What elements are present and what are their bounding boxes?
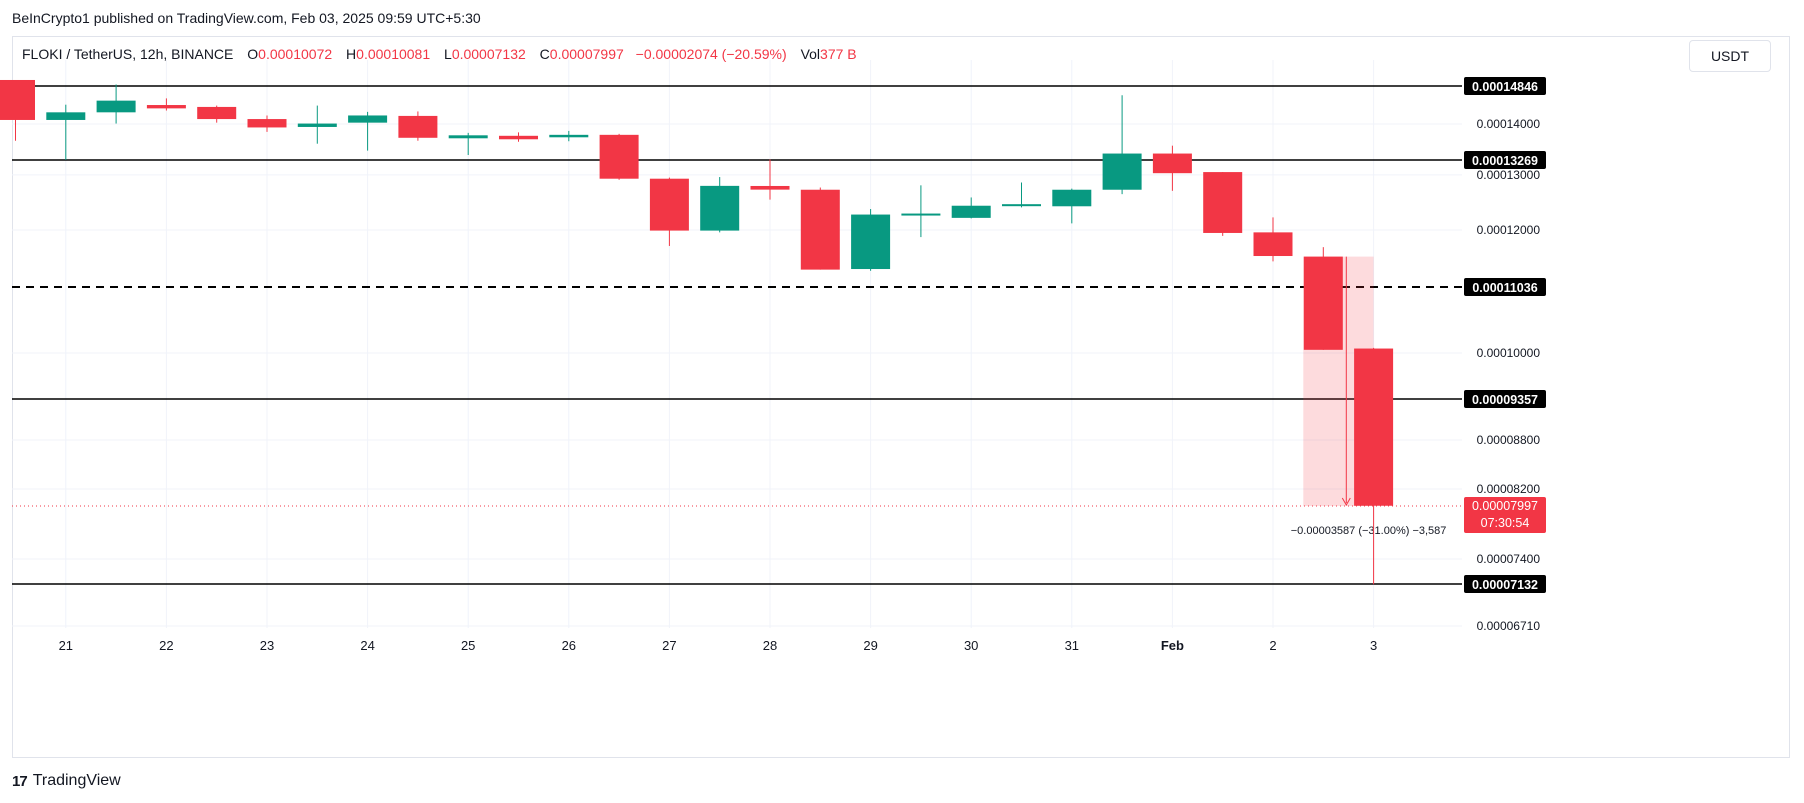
last-price-badge	[1464, 497, 1546, 533]
time-tick-label: 3	[1370, 638, 1377, 653]
candle-body	[901, 213, 941, 216]
candle-body	[398, 115, 438, 138]
time-tick-label: Feb	[1161, 638, 1184, 653]
candle-body	[348, 115, 388, 123]
level-price-label: 0.00007132	[1472, 578, 1538, 592]
candle-body	[1102, 153, 1142, 190]
price-tick-label: 0.00010000	[1477, 346, 1541, 360]
price-tick-label: 0.00008200	[1477, 482, 1541, 496]
candle-body	[599, 134, 639, 179]
time-tick-label: 29	[863, 638, 877, 653]
candle-body	[1303, 256, 1343, 350]
time-tick-label: 26	[562, 638, 576, 653]
candle-body	[1002, 204, 1041, 207]
symbol-legend: FLOKI / TetherUS, 12h, BINANCE O0.000100…	[22, 46, 857, 62]
high-value: 0.00010081	[356, 46, 431, 62]
volume-label: Vol	[800, 46, 821, 62]
chart-frame	[12, 36, 1790, 758]
candle-body	[1052, 189, 1092, 207]
price-tick-label: 0.00007400	[1477, 552, 1541, 566]
candle-body	[549, 134, 589, 138]
level-price-label: 0.00011036	[1472, 281, 1537, 295]
time-tick-label: 24	[360, 638, 374, 653]
grid	[12, 60, 1462, 628]
tradingview-logo-icon: 17	[12, 772, 28, 790]
candles	[0, 79, 1394, 585]
candle-body	[800, 189, 840, 270]
price-tick-label: 0.00008800	[1477, 433, 1541, 447]
candle-body	[649, 178, 689, 231]
bar-countdown-label: 07:30:54	[1481, 516, 1530, 530]
volume-value: 377 B	[820, 46, 857, 62]
candle-body	[750, 185, 790, 190]
brand-name: TradingView	[32, 772, 121, 789]
candle-body	[46, 112, 86, 120]
low-label: L	[444, 46, 452, 62]
level-price-label: 0.00014846	[1472, 80, 1538, 94]
time-axis: 21 22 23 24 25 26 27 28 29 30 31 Feb 2 3	[59, 638, 1378, 653]
brand: 17 TradingView	[12, 772, 121, 790]
time-tick-label: 31	[1065, 638, 1079, 653]
candle-body	[1203, 172, 1243, 233]
open-label: O	[247, 46, 259, 62]
level-price-badge	[1464, 390, 1546, 408]
time-tick-label: 25	[461, 638, 475, 653]
candle-body	[1354, 348, 1394, 506]
currency-button[interactable]: USDT	[1689, 40, 1771, 72]
candle-body	[146, 105, 186, 109]
time-tick-label: 28	[763, 638, 777, 653]
candle-body	[499, 135, 538, 140]
level-price-badge	[1464, 77, 1546, 95]
candle-body	[197, 106, 237, 120]
price-tick-label: 0.00006710	[1477, 619, 1541, 633]
measure-tool: −0.00003587 (−31.00%) −3,587	[12, 256, 1462, 537]
last-price-label: 0.00007997	[1472, 499, 1538, 513]
open-value: 0.00010072	[258, 46, 333, 62]
level-price-badge	[1464, 151, 1546, 169]
high-label: H	[346, 46, 357, 62]
candle-body	[1253, 232, 1293, 257]
time-tick-label: 21	[59, 638, 73, 653]
time-tick-label: 22	[159, 638, 173, 653]
published-note: BeInCrypto1 published on TradingView.com…	[12, 10, 481, 26]
time-tick-label: 23	[260, 638, 274, 653]
time-tick-label: 30	[964, 638, 978, 653]
change-value: −0.00002074 (−20.59%)	[635, 46, 787, 62]
time-tick-label: 27	[662, 638, 676, 653]
symbol-name: FLOKI / TetherUS, 12h, BINANCE	[22, 46, 234, 62]
level-price-label: 0.00009357	[1472, 393, 1538, 407]
candle-body	[0, 79, 35, 120]
price-tick-label: 0.00014000	[1477, 117, 1541, 131]
candle-body	[851, 214, 891, 270]
price-tick-label: 0.00012000	[1477, 223, 1541, 237]
level-price-label: 0.00013269	[1472, 154, 1538, 168]
candle-body	[700, 185, 740, 231]
measure-arrowhead	[1341, 497, 1351, 507]
candle-body	[1152, 153, 1192, 174]
candle-body	[448, 135, 488, 139]
close-value: 0.00007997	[549, 46, 624, 62]
candle-body	[247, 119, 287, 128]
candle-body	[297, 123, 337, 127]
close-label: C	[539, 46, 550, 62]
candle-body	[96, 100, 136, 113]
time-tick-label: 2	[1269, 638, 1276, 653]
price-axis: 0.00014000 0.00013000 0.00012000 0.00010000…	[1464, 77, 1546, 633]
measure-label: −0.00003587 (−31.00%) −3,587	[1291, 525, 1447, 537]
price-tick-label: 0.00013000	[1477, 168, 1541, 182]
horizontal-levels	[12, 85, 1462, 585]
low-value: 0.00007132	[451, 46, 526, 62]
candle-body	[951, 205, 991, 218]
level-price-badge	[1464, 575, 1546, 593]
level-price-badge	[1464, 278, 1546, 296]
